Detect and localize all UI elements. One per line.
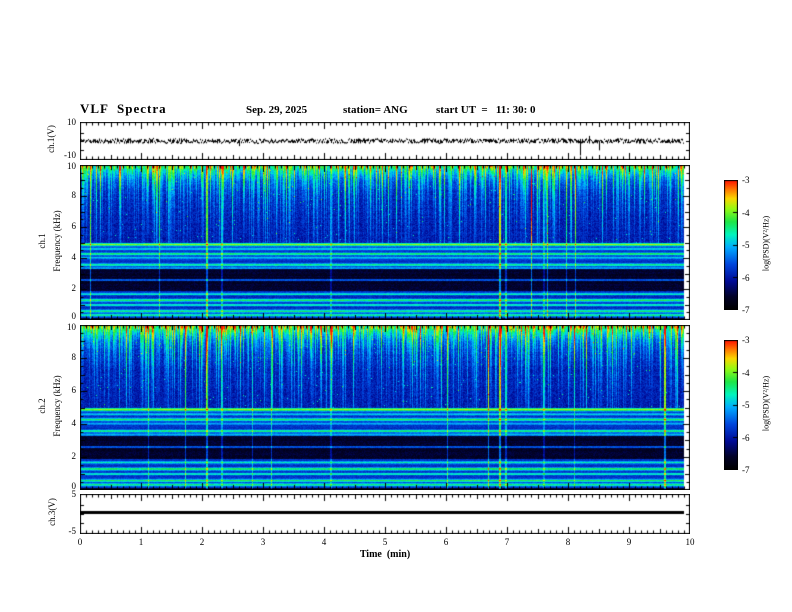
x-tick-label: 1 <box>138 537 144 547</box>
cb1-tick-label: -4 <box>742 207 750 218</box>
x-tick-label: 7 <box>504 537 510 547</box>
cb2-tick-label: -3 <box>742 335 750 345</box>
x-tick-label: 0 <box>77 537 83 547</box>
cb2-tick-label: -4 <box>742 367 750 378</box>
header-start-ut: start UT = 11: 30: 0 <box>436 104 536 116</box>
x-tick-label: 10 <box>685 537 695 547</box>
cb2-tick-label: -6 <box>742 432 750 443</box>
ch2-spec-ytick-label: 2 <box>71 451 77 461</box>
header-date: Sep. 29, 2025 <box>246 104 308 116</box>
colorbar1-label: log(PSD)(V²/Hz) <box>761 215 771 272</box>
ch1-spec-ytick-label: 2 <box>71 283 77 293</box>
ch2-spec-ytick-label: 4 <box>71 418 77 428</box>
x-tick-label: 9 <box>626 537 632 547</box>
ch2-channel-label: ch.2 <box>37 398 47 414</box>
ch2-spec-ytick-label: 0 <box>71 481 77 491</box>
colorbar-ch1 <box>724 180 738 310</box>
ch1-waveform-canvas <box>80 122 690 160</box>
x-tick-label: 8 <box>565 537 571 547</box>
ch1-spectrogram-canvas <box>80 165 690 320</box>
ch3-waveform-canvas <box>80 494 690 534</box>
ch2-spectrogram-canvas <box>80 325 690 490</box>
ch1-frequency-axis-label: Frequency (kHz) <box>52 210 62 272</box>
ch3-wave-ytick-label: 5 <box>71 489 77 499</box>
cb1-tick-label: -7 <box>742 305 750 315</box>
time-axis-label: Time (min) <box>359 549 411 560</box>
ch2-spec-ytick-label: 6 <box>71 385 77 395</box>
x-tick-label: 3 <box>260 537 266 547</box>
ch1-spec-ytick-label: 6 <box>71 221 77 231</box>
colorbar2-label: log(PSD)(V²/Hz) <box>761 375 771 432</box>
x-tick-label: 2 <box>199 537 205 547</box>
header-station: station= ANG <box>343 104 408 116</box>
ch3-wave-ytick-label: -5 <box>68 526 77 536</box>
cb1-tick-label: -6 <box>742 272 750 283</box>
ch1-wave-ytick-label: -10 <box>64 150 76 160</box>
x-tick-label: 4 <box>321 537 327 547</box>
cb2-tick-label: -5 <box>742 400 750 410</box>
cb1-tick-label: -3 <box>742 175 750 185</box>
colorbar-ch2 <box>724 340 738 470</box>
ch1-spec-ytick-label: 8 <box>71 190 77 200</box>
ch1-wave-ytick-label: 10 <box>67 117 76 127</box>
figure-title: VLF Spectra <box>80 101 167 116</box>
cb1-tick-label: -5 <box>742 240 750 250</box>
ch1-spec-ytick-label: 0 <box>71 311 77 321</box>
ch2-frequency-axis-label: Frequency (kHz) <box>52 375 62 437</box>
x-tick-label: 6 <box>443 537 449 547</box>
ch1-channel-label: ch.1 <box>37 233 47 249</box>
ch1-spec-ytick-label: 4 <box>71 252 77 262</box>
x-tick-label: 5 <box>382 537 388 547</box>
cb2-tick-label: -7 <box>742 465 750 475</box>
ch2-spec-ytick-label: 10 <box>67 322 76 332</box>
ch2-spec-ytick-label: 8 <box>71 352 77 362</box>
ch1-spec-ytick-label: 10 <box>67 161 76 171</box>
